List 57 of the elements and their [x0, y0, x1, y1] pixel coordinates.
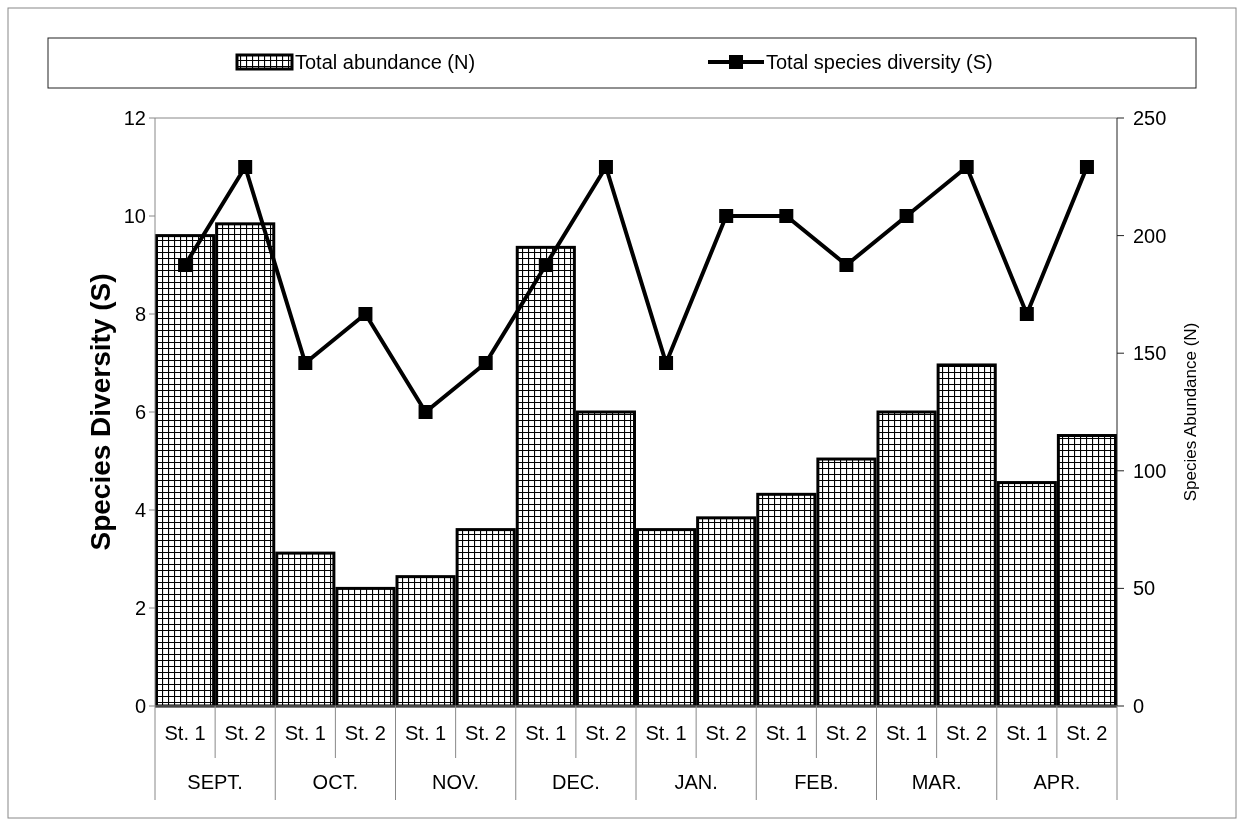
y2-tick-label: 100 [1133, 459, 1167, 482]
x-tick-label: St. 2 [825, 722, 868, 744]
text: NOV. [432, 771, 480, 793]
y-tick-label: 6 [134, 401, 146, 423]
y-tick-label: 12 [123, 107, 146, 129]
y2-tick-label: 250 [1133, 107, 1167, 129]
x-tick-label: St. 1 [525, 722, 567, 744]
y2-tick-label: 150 [1133, 342, 1167, 365]
x-tick-label: St. 2 [705, 722, 747, 744]
x-tick-label: St. 2 [946, 722, 988, 744]
y-tick-label: 8 [134, 303, 146, 325]
y2-tick-label: 0 [1133, 695, 1145, 717]
point [178, 258, 193, 272]
x-tick-label: St. 2 [1066, 722, 1108, 744]
y-tick-label: 4 [134, 499, 146, 521]
x-tick-label: St. 2 [585, 722, 627, 744]
text: DEC. [551, 771, 600, 793]
x-tick-label: St. 1 [164, 722, 206, 744]
x-tick-label: St. 1 [645, 722, 687, 744]
x-tick-label: St. 1 [1006, 722, 1048, 744]
x-tick-label: St. 1 [765, 722, 807, 744]
text: FEB. [794, 771, 839, 793]
point [719, 209, 734, 223]
point [959, 160, 974, 174]
point [1019, 307, 1034, 321]
text: SEPT. [187, 771, 243, 793]
x-tick-label: St. 2 [344, 722, 387, 744]
y-tick-label: 0 [134, 695, 146, 717]
y-tick-label: 2 [134, 597, 146, 619]
point [659, 356, 674, 370]
x-tick-label: St. 2 [465, 722, 507, 744]
x-tick-label: St. 1 [404, 722, 447, 744]
point [298, 356, 313, 370]
legend-label: Total species diversity (S) [766, 51, 993, 73]
y2-tick-label: 50 [1133, 577, 1156, 600]
point [779, 209, 794, 223]
text: MAR. [911, 771, 962, 793]
point [238, 160, 253, 174]
y-tick-label: 10 [123, 205, 146, 227]
point [1079, 160, 1094, 174]
y2-axis-title: Species Abundance (N) [1180, 322, 1200, 502]
text: OCT. [312, 771, 359, 793]
legend-label: Total abundance (N) [295, 51, 476, 73]
y2-tick-label: 200 [1133, 224, 1167, 247]
y-axis-title: Species Diversity (S) [84, 273, 116, 551]
point [358, 307, 373, 321]
point [478, 356, 493, 370]
point [418, 405, 433, 419]
point [839, 258, 854, 272]
text: APR. [1033, 771, 1081, 793]
point [538, 258, 553, 272]
point [598, 160, 613, 174]
text: JAN. [674, 771, 718, 793]
x-tick-label: St. 2 [224, 722, 266, 744]
point [899, 209, 914, 223]
x-tick-label: St. 1 [885, 722, 928, 744]
x-tick-label: St. 1 [284, 722, 326, 744]
